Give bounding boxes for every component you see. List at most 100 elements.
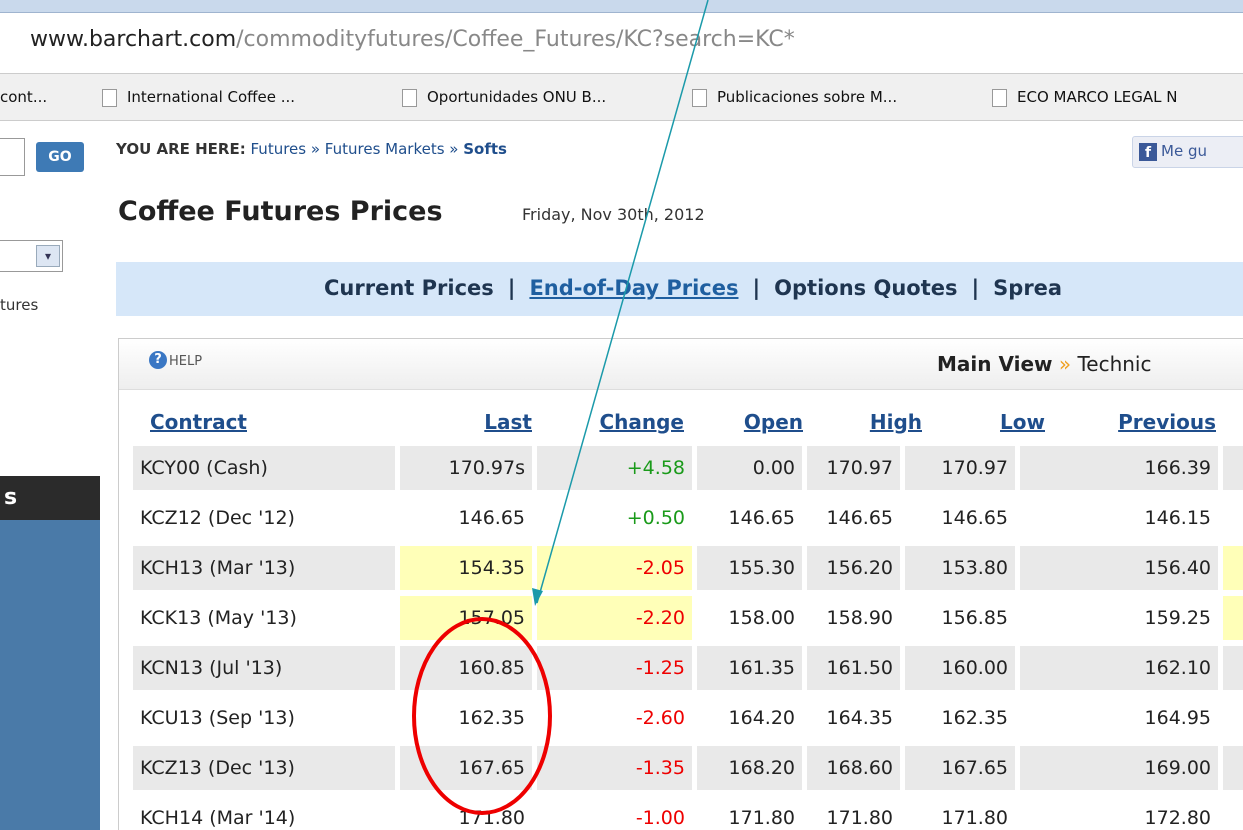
- column-header[interactable]: Low: [1000, 410, 1045, 434]
- extra-cell: [1223, 746, 1243, 790]
- nav-link[interactable]: Sprea: [993, 276, 1063, 300]
- search-input[interactable]: [0, 138, 25, 176]
- sidebar-panel: [0, 520, 100, 830]
- nav-link[interactable]: End-of-Day Prices: [529, 276, 739, 300]
- arrow-head: [532, 588, 543, 606]
- sidebar-label: tures: [0, 296, 39, 314]
- contract-cell: KCZ13 (Dec '13): [133, 746, 395, 790]
- extra-cell: [1223, 596, 1243, 640]
- price-cell: 162.35: [905, 696, 1015, 740]
- address-bar[interactable]: www.barchart.com/commodityfutures/Coffee…: [0, 13, 1243, 74]
- select-box[interactable]: ▾: [0, 240, 63, 272]
- price-cell: 162.10: [1020, 646, 1218, 690]
- breadcrumb-trail[interactable]: Futures » Futures Markets »: [250, 140, 464, 158]
- price-cell: 168.20: [697, 746, 802, 790]
- price-cell: 159.25: [1020, 596, 1218, 640]
- like-text: Me gu: [1161, 142, 1207, 160]
- like-button[interactable]: f Me gu: [1132, 136, 1243, 168]
- page-title: Coffee Futures Prices: [118, 196, 443, 227]
- nav-bar: Current Prices | End-of-Day Prices | Options…: [116, 262, 1243, 316]
- price-cell: 171.80: [697, 796, 802, 830]
- price-cell: 158.00: [697, 596, 802, 640]
- bookmark[interactable]: ECO MARCO LEGAL N: [992, 88, 1178, 107]
- bookmark[interactable]: Publicaciones sobre M...: [692, 88, 897, 107]
- tab-strip: [0, 0, 1243, 13]
- help-link[interactable]: HELP: [169, 354, 203, 369]
- sidebar-dark-bar: s: [0, 476, 100, 520]
- quote-panel: ? HELP Main View » Technic: [118, 338, 1243, 830]
- breadcrumb: YOU ARE HERE: Futures » Futures Markets …: [116, 140, 507, 158]
- bookmark[interactable]: Oportunidades ONU B...: [402, 88, 606, 107]
- price-cell: 171.80: [400, 796, 532, 830]
- extra-cell: [1223, 796, 1243, 830]
- bookmark[interactable]: International Coffee ...: [102, 88, 295, 107]
- column-header[interactable]: Last: [484, 410, 532, 434]
- bookmark-label: International Coffee ...: [127, 88, 296, 106]
- price-cell: 171.80: [905, 796, 1015, 830]
- column-header[interactable]: Change: [599, 410, 684, 434]
- contract-cell: KCY00 (Cash): [133, 446, 395, 490]
- extra-cell: [1223, 646, 1243, 690]
- nav-link[interactable]: Current Prices: [324, 276, 494, 300]
- bookmarks-bar: [0, 74, 1243, 121]
- contract-cell: KCN13 (Jul '13): [133, 646, 395, 690]
- bookmark-icon: [692, 88, 707, 107]
- price-cell: -2.20: [537, 596, 692, 640]
- price-cell: 146.65: [807, 496, 900, 540]
- bookmark[interactable]: cont...: [0, 88, 47, 106]
- extra-cell: [1223, 696, 1243, 740]
- price-cell: 156.85: [905, 596, 1015, 640]
- column-header[interactable]: High: [869, 410, 922, 434]
- column-header[interactable]: Contract: [150, 410, 247, 434]
- price-cell: 153.80: [905, 546, 1015, 590]
- column-header[interactable]: Open: [743, 410, 803, 434]
- bookmark-label: Oportunidades ONU B...: [427, 88, 607, 106]
- view-arrow: »: [1058, 352, 1072, 376]
- price-cell: 161.35: [697, 646, 802, 690]
- price-cell: 170.97s: [400, 446, 532, 490]
- price-cell: 154.35: [400, 546, 532, 590]
- nav-link[interactable]: Options Quotes: [774, 276, 958, 300]
- price-cell: 156.20: [807, 546, 900, 590]
- price-cell: -1.00: [537, 796, 692, 830]
- price-cell: 170.97: [807, 446, 900, 490]
- main-view[interactable]: Main View: [937, 352, 1053, 376]
- highlight-circle: [412, 617, 552, 815]
- breadcrumb-current: Softs: [463, 140, 507, 158]
- price-cell: 171.80: [807, 796, 900, 830]
- view-switch: Main View » Technic: [937, 352, 1151, 376]
- price-cell: -1.35: [537, 746, 692, 790]
- go-button[interactable]: GO: [36, 142, 84, 172]
- price-cell: -1.25: [537, 646, 692, 690]
- nav-separator: |: [752, 276, 761, 300]
- price-cell: 168.60: [807, 746, 900, 790]
- panel-header: ? HELP Main View » Technic: [119, 339, 1243, 390]
- price-cell: 146.65: [400, 496, 532, 540]
- price-cell: 166.39: [1020, 446, 1218, 490]
- price-cell: 146.15: [1020, 496, 1218, 540]
- column-header[interactable]: Previous: [1118, 410, 1216, 434]
- nav-separator: |: [507, 276, 516, 300]
- price-cell: 162.35: [400, 696, 532, 740]
- extra-cell: [1223, 496, 1243, 540]
- price-cell: 164.95: [1020, 696, 1218, 740]
- technical-view[interactable]: Technic: [1077, 352, 1152, 376]
- price-cell: 164.35: [807, 696, 900, 740]
- contract-cell: KCK13 (May '13): [133, 596, 395, 640]
- price-cell: 170.97: [905, 446, 1015, 490]
- price-cell: 172.80: [1020, 796, 1218, 830]
- bookmark-label: Publicaciones sobre M...: [717, 88, 898, 106]
- nav-separator: |: [971, 276, 980, 300]
- price-cell: 167.65: [400, 746, 532, 790]
- price-cell: 0.00: [697, 446, 802, 490]
- price-cell: 167.65: [905, 746, 1015, 790]
- price-cell: +4.58: [537, 446, 692, 490]
- contract-cell: KCH13 (Mar '13): [133, 546, 395, 590]
- facebook-icon: f: [1139, 143, 1157, 161]
- contract-cell: KCZ12 (Dec '12): [133, 496, 395, 540]
- price-cell: -2.60: [537, 696, 692, 740]
- help-icon[interactable]: ?: [149, 351, 167, 369]
- price-cell: 146.65: [697, 496, 802, 540]
